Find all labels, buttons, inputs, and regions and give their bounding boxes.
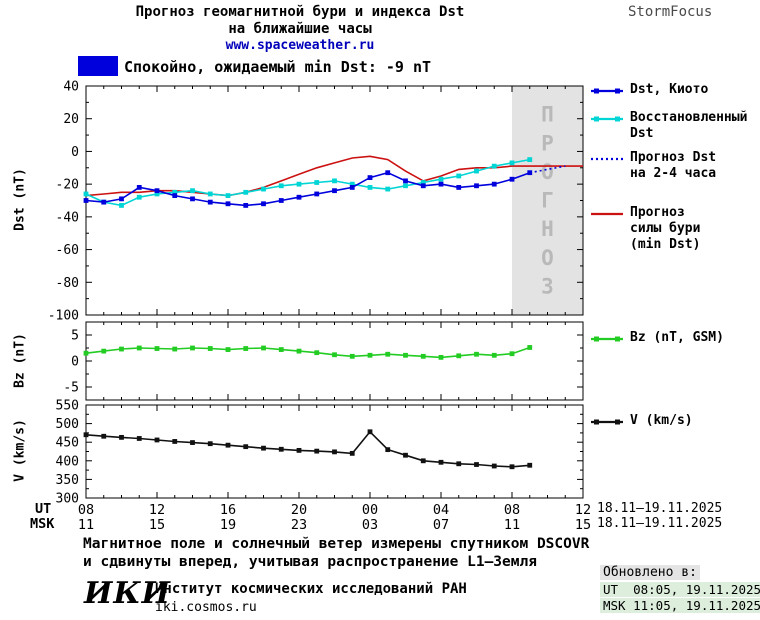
svg-text:40: 40 bbox=[63, 80, 79, 95]
legend-storm-forecast: Прогноз силы бури (min Dst) bbox=[590, 205, 758, 253]
iki-logo: ИКИ bbox=[84, 576, 171, 611]
svg-text:350: 350 bbox=[56, 473, 79, 488]
svg-text:550: 550 bbox=[56, 399, 79, 414]
svg-text:0: 0 bbox=[71, 355, 79, 370]
updated-time-msk: MSK 11:05, 19.11.2025 bbox=[600, 598, 760, 613]
svg-text:11: 11 bbox=[78, 517, 94, 533]
svg-text:08: 08 bbox=[504, 502, 520, 518]
svg-text:04: 04 bbox=[433, 502, 449, 518]
svg-text:400: 400 bbox=[56, 454, 79, 469]
svg-text:Н: Н bbox=[541, 217, 554, 241]
legend-forecast-dst: Прогноз Dst на 2-4 часа bbox=[590, 150, 758, 182]
svg-text:Г: Г bbox=[541, 189, 554, 213]
legend-restored-dst: Восстановленный Dst bbox=[590, 110, 758, 142]
svg-text:23: 23 bbox=[291, 517, 307, 533]
svg-text:15: 15 bbox=[575, 517, 591, 533]
svg-text:16: 16 bbox=[220, 502, 236, 518]
msk-row-label: MSK bbox=[30, 516, 55, 532]
svg-text:12: 12 bbox=[575, 502, 591, 518]
v-axis-label: V (km/s) bbox=[12, 419, 28, 482]
svg-text:15: 15 bbox=[149, 517, 165, 533]
svg-text:00: 00 bbox=[362, 502, 378, 518]
svg-text:20: 20 bbox=[291, 502, 307, 518]
v-swatch-icon bbox=[591, 419, 623, 425]
svg-text:0: 0 bbox=[71, 145, 79, 160]
dst-kyoto-swatch-icon bbox=[591, 88, 623, 94]
updated-label: Обновлено в: bbox=[600, 565, 700, 580]
page-title: Прогноз геомагнитной бури и индекса Dst bbox=[135, 4, 465, 20]
svg-text:19: 19 bbox=[220, 517, 236, 533]
date-range-ut: 18.11–19.11.2025 bbox=[597, 501, 723, 516]
legend-label: Прогноз силы бури (min Dst) bbox=[630, 205, 701, 252]
dst-axis-label: Dst (nT) bbox=[12, 168, 28, 231]
svg-text:08: 08 bbox=[78, 502, 94, 518]
svg-text:300: 300 bbox=[56, 492, 79, 507]
svg-text:-40: -40 bbox=[56, 210, 79, 225]
svg-text:07: 07 bbox=[433, 517, 449, 533]
svg-text:Р: Р bbox=[541, 131, 554, 155]
svg-text:О: О bbox=[541, 246, 554, 270]
storm-level-swatch bbox=[78, 56, 118, 76]
forecast-dst-swatch-icon bbox=[591, 157, 623, 161]
svg-text:500: 500 bbox=[56, 417, 79, 432]
svg-text:03: 03 bbox=[362, 517, 378, 533]
measurement-note-line2: и сдвинуты вперед, учитывая распростране… bbox=[83, 554, 537, 570]
legend-label: V (km/s) bbox=[630, 413, 693, 428]
bz-swatch-icon bbox=[591, 336, 623, 342]
iki-site-link[interactable]: iki.cosmos.ru bbox=[155, 600, 257, 615]
svg-text:12: 12 bbox=[149, 502, 165, 518]
storm-status-text: Спокойно, ожидаемый min Dst: -9 nT bbox=[124, 58, 432, 76]
ut-row-label: UT bbox=[35, 501, 52, 517]
storm-forecast-swatch-icon bbox=[591, 212, 623, 216]
svg-text:З: З bbox=[541, 274, 554, 298]
legend-label: Dst, Киото bbox=[630, 82, 709, 97]
svg-text:20: 20 bbox=[63, 112, 79, 127]
legend-label: Bz (nT, GSM) bbox=[630, 330, 724, 345]
svg-text:О: О bbox=[541, 160, 554, 184]
brand-label: StormFocus bbox=[628, 4, 713, 20]
svg-text:-60: -60 bbox=[56, 243, 79, 258]
page-title-line2: на ближайшие часы bbox=[228, 21, 372, 37]
svg-text:-100: -100 bbox=[48, 309, 79, 324]
svg-text:-5: -5 bbox=[63, 381, 79, 396]
legend-dst-kyoto: Dst, Киото bbox=[590, 82, 758, 98]
restored-dst-swatch-icon bbox=[591, 116, 623, 122]
legend-label: Восстановленный Dst bbox=[630, 110, 748, 141]
date-range-msk: 18.11–19.11.2025 bbox=[597, 516, 723, 531]
legend-label: Прогноз Dst на 2-4 часа bbox=[630, 150, 717, 181]
svg-text:-80: -80 bbox=[56, 276, 79, 291]
site-link[interactable]: www.spaceweather.ru bbox=[225, 38, 375, 53]
legend-v: V (km/s) bbox=[590, 413, 758, 429]
svg-text:П: П bbox=[541, 103, 554, 127]
svg-text:450: 450 bbox=[56, 436, 79, 451]
svg-text:-20: -20 bbox=[56, 178, 79, 193]
svg-text:11: 11 bbox=[504, 517, 520, 533]
measurement-note-line1: Магнитное поле и солнечный ветер измерен… bbox=[83, 536, 590, 552]
updated-time-ut: UT 08:05, 19.11.2025 bbox=[600, 582, 760, 597]
institute-name: Институт космических исследований РАН bbox=[155, 581, 467, 597]
legend-bz: Bz (nT, GSM) bbox=[590, 330, 758, 346]
svg-text:5: 5 bbox=[71, 329, 79, 344]
